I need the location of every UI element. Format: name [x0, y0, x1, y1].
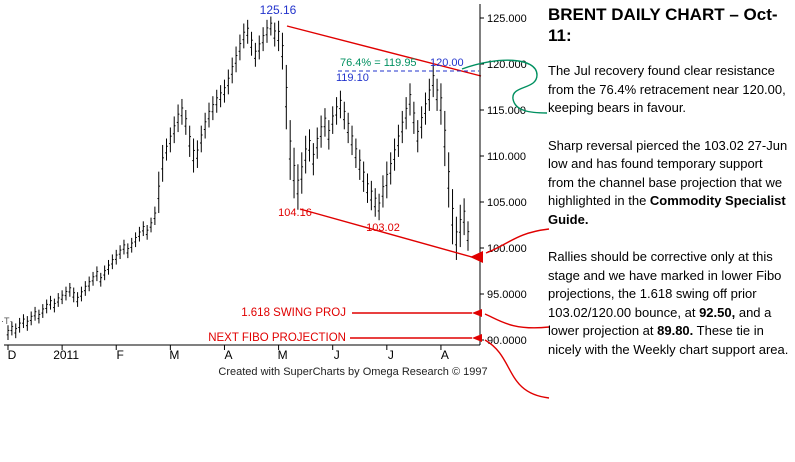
- annotation-label: NEXT FIBO PROJECTION: [208, 332, 346, 344]
- x-axis-label: M: [169, 348, 179, 362]
- y-axis-label: 115.000: [487, 105, 526, 117]
- x-axis-label: J: [388, 348, 394, 362]
- price-bars: [6, 16, 470, 340]
- commentary-paragraph-2: Sharp reversal pierced the 103.02 27-Jun…: [548, 137, 788, 227]
- x-axis-label: A: [441, 348, 449, 362]
- page-title: BRENT DAILY CHART – Oct-11:: [548, 5, 778, 45]
- y-axis-label: 110.000: [487, 151, 526, 163]
- annotation-label: ·T·: [1, 316, 13, 326]
- commentary-paragraph-1: The Jul recovery found clear resistance …: [548, 63, 786, 115]
- red-trendline: [299, 208, 480, 260]
- commentary-panel: BRENT DAILY CHART – Oct-11: The Jul reco…: [548, 4, 790, 378]
- y-axis-label: 100.000: [487, 243, 527, 255]
- annotation-label: 103.02: [366, 222, 400, 234]
- red-trendline: [286, 25, 482, 77]
- annotation-label: 125.16: [260, 3, 297, 17]
- y-axis-label: 95.0000: [487, 289, 527, 301]
- y-axis-label: 120.000: [487, 59, 527, 71]
- red-connector-fibo-proj: [484, 339, 550, 399]
- red-connector-channel: [485, 228, 550, 254]
- x-axis-label: M: [278, 348, 288, 362]
- x-axis-label: F: [117, 348, 124, 362]
- annotation-label: 76.4% = 119.95: [340, 57, 417, 69]
- y-axis-label: 105.000: [487, 197, 527, 209]
- annotation-label: 104.16: [278, 207, 312, 219]
- x-axis-label: A: [224, 348, 232, 362]
- arrowhead-icon: [472, 309, 482, 317]
- annotation-label: 119.10: [336, 72, 369, 84]
- arrowhead-icon: [472, 334, 482, 342]
- green-connector-squiggle: [461, 59, 548, 114]
- arrowhead-icon: [470, 251, 483, 263]
- x-axis-label: 2011: [53, 348, 79, 362]
- x-axis-label: J: [334, 348, 340, 362]
- red-connector-swing-proj: [484, 313, 550, 329]
- annotation-label: 1.618 SWING PROJ: [241, 307, 346, 319]
- supercharts-credit: Created with SuperCharts by Omega Resear…: [218, 366, 487, 378]
- y-axis-label: 125.000: [487, 13, 527, 25]
- y-axis-label: 90.0000: [487, 335, 527, 347]
- commentary-paragraph-3: Rallies should be corrective only at thi…: [548, 249, 789, 357]
- annotation-label: 120.00: [430, 57, 464, 69]
- x-axis-label: D: [8, 348, 17, 362]
